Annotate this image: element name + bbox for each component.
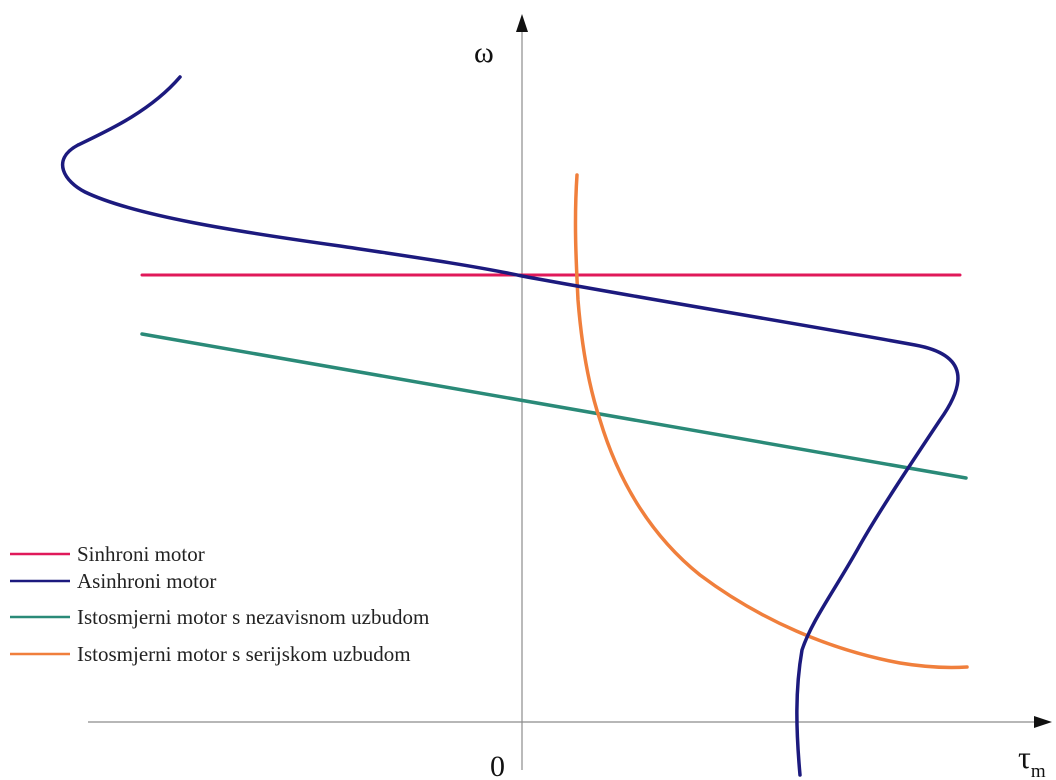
x-axis-label: τm	[1018, 739, 1046, 780]
dc-separately-excited-curve	[140, 332, 968, 480]
legend-label-synchronous: Sinhroni motor	[77, 542, 205, 566]
legend-item-asynchronous: Asinhroni motor	[10, 569, 216, 593]
legend-label-asynchronous: Asinhroni motor	[77, 569, 216, 593]
legend: Sinhroni motor Asinhroni motor Istosmjer…	[10, 542, 429, 666]
x-axis-arrow	[1034, 716, 1052, 728]
y-axis-arrow	[516, 14, 528, 32]
legend-label-dc-series: Istosmjerni motor s serijskom uzbudom	[77, 642, 411, 666]
legend-label-dc-separately-excited: Istosmjerni motor s nezavisnom uzbudom	[77, 605, 429, 629]
legend-item-dc-separately-excited: Istosmjerni motor s nezavisnom uzbudom	[10, 605, 429, 629]
dc-series-motor-curve	[573, 173, 969, 670]
y-axis-label: ω	[474, 36, 494, 69]
origin-label: 0	[490, 750, 505, 780]
legend-item-dc-series: Istosmjerni motor s serijskom uzbudom	[10, 642, 411, 666]
asynchronous-motor-curve	[61, 75, 960, 777]
legend-item-synchronous: Sinhroni motor	[10, 542, 205, 566]
